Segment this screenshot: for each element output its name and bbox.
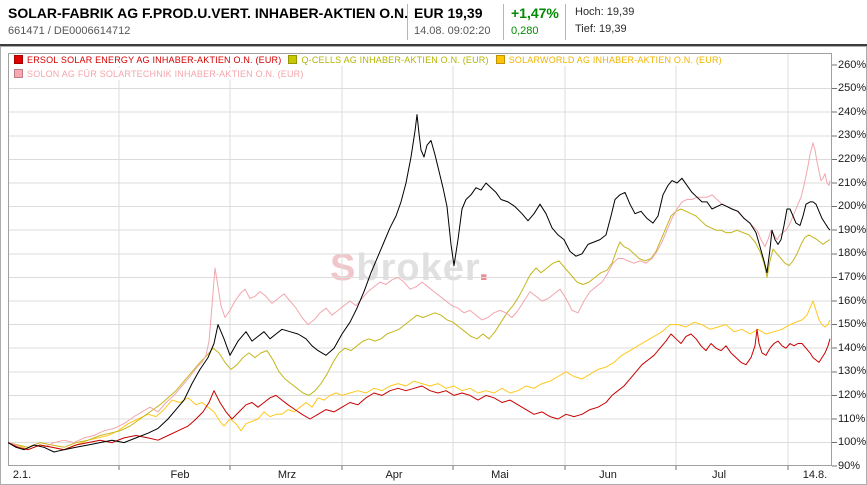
header-divider — [565, 4, 566, 40]
y-axis-label: 230% — [838, 129, 867, 142]
series-line-q-cells — [8, 208, 831, 448]
day-high: Hoch: 19,39 — [575, 6, 635, 18]
legend-row: ERSOL SOLAR ENERGY AG INHABER-AKTIEN O.N… — [14, 54, 729, 68]
legend-label: Q-CELLS AG INHABER-AKTIEN O.N. (EUR) — [301, 55, 489, 65]
instrument-header: SOLAR-FABRIK AG F.PROD.U.VERT. INHABER-A… — [0, 0, 867, 44]
y-axis-label: 120% — [838, 388, 867, 401]
legend-swatch-icon — [14, 69, 23, 78]
x-axis-label: 2.1. — [12, 469, 32, 481]
y-axis-label: 160% — [838, 294, 867, 307]
performance-chart[interactable] — [8, 53, 838, 472]
legend-label: SOLON AG FÜR SOLARTECHNIK INHABER-AKTIEN… — [27, 69, 304, 79]
y-axis-label: 110% — [838, 412, 866, 425]
header-divider — [503, 4, 504, 40]
day-low: Tief: 19,39 — [575, 23, 627, 35]
legend-item: Q-CELLS AG INHABER-AKTIEN O.N. (EUR) — [288, 54, 489, 66]
wkn-isin: 661471 / DE0006614712 — [8, 25, 131, 37]
plot-area[interactable]: Sbroker. — [8, 53, 838, 472]
legend-item: ERSOL SOLAR ENERGY AG INHABER-AKTIEN O.N… — [14, 54, 282, 66]
legend-item: SOLON AG FÜR SOLARTECHNIK INHABER-AKTIEN… — [14, 68, 304, 80]
y-axis-label: 200% — [838, 200, 867, 213]
x-axis-label: Apr — [385, 469, 403, 481]
change-absolute: 0,280 — [511, 25, 539, 37]
y-axis-label: 250% — [838, 82, 867, 95]
x-axis-label: Jun — [599, 469, 617, 481]
change-percent: +1,47% — [511, 5, 559, 21]
legend-label: SOLARWORLD AG INHABER-AKTIEN O.N. (EUR) — [508, 55, 722, 65]
y-axis-label: 140% — [838, 341, 867, 354]
last-price: EUR 19,39 — [414, 5, 483, 21]
y-axis-label: 210% — [838, 176, 867, 189]
series-line-solarworld — [8, 300, 831, 451]
legend-item: SOLARWORLD AG INHABER-AKTIEN O.N. (EUR) — [495, 54, 722, 66]
header-divider — [407, 4, 408, 40]
y-axis-label: 190% — [838, 223, 867, 236]
instrument-title: SOLAR-FABRIK AG F.PROD.U.VERT. INHABER-A… — [8, 5, 409, 21]
chart-legend: ERSOL SOLAR ENERGY AG INHABER-AKTIEN O.N… — [14, 54, 729, 82]
y-axis-label: 90% — [838, 459, 861, 472]
series-line-solon — [8, 142, 831, 451]
y-axis-label: 180% — [838, 247, 867, 260]
y-axis-label: 150% — [838, 318, 867, 331]
y-axis-label: 260% — [838, 58, 867, 71]
y-axis-label: 170% — [838, 270, 867, 283]
quote-timestamp: 14.08. 09:02:20 — [414, 25, 491, 37]
legend-swatch-icon — [288, 55, 298, 64]
plot-frame — [8, 53, 832, 466]
legend-swatch-icon — [14, 55, 23, 64]
x-axis-label: Feb — [170, 469, 190, 481]
y-axis-label: 240% — [838, 105, 867, 118]
x-axis-label: 14.8. — [802, 469, 828, 481]
legend-swatch-icon — [495, 55, 505, 64]
series-line-ersol — [8, 328, 831, 451]
y-axis-label: 100% — [838, 436, 867, 449]
header-separator — [0, 44, 867, 46]
y-axis-label: 220% — [838, 152, 867, 165]
legend-label: ERSOL SOLAR ENERGY AG INHABER-AKTIEN O.N… — [27, 55, 282, 65]
x-axis-label: Jul — [711, 469, 727, 481]
x-axis-label: Mai — [491, 469, 509, 481]
x-axis-label: Mrz — [277, 469, 297, 481]
chart-panel: Sbroker. ERSOL SOLAR ENERGY AG INHABER-A… — [0, 46, 867, 485]
y-axis-label: 130% — [838, 365, 867, 378]
series-line-solar-fabrik — [8, 114, 831, 453]
legend-row: SOLON AG FÜR SOLARTECHNIK INHABER-AKTIEN… — [14, 68, 729, 82]
